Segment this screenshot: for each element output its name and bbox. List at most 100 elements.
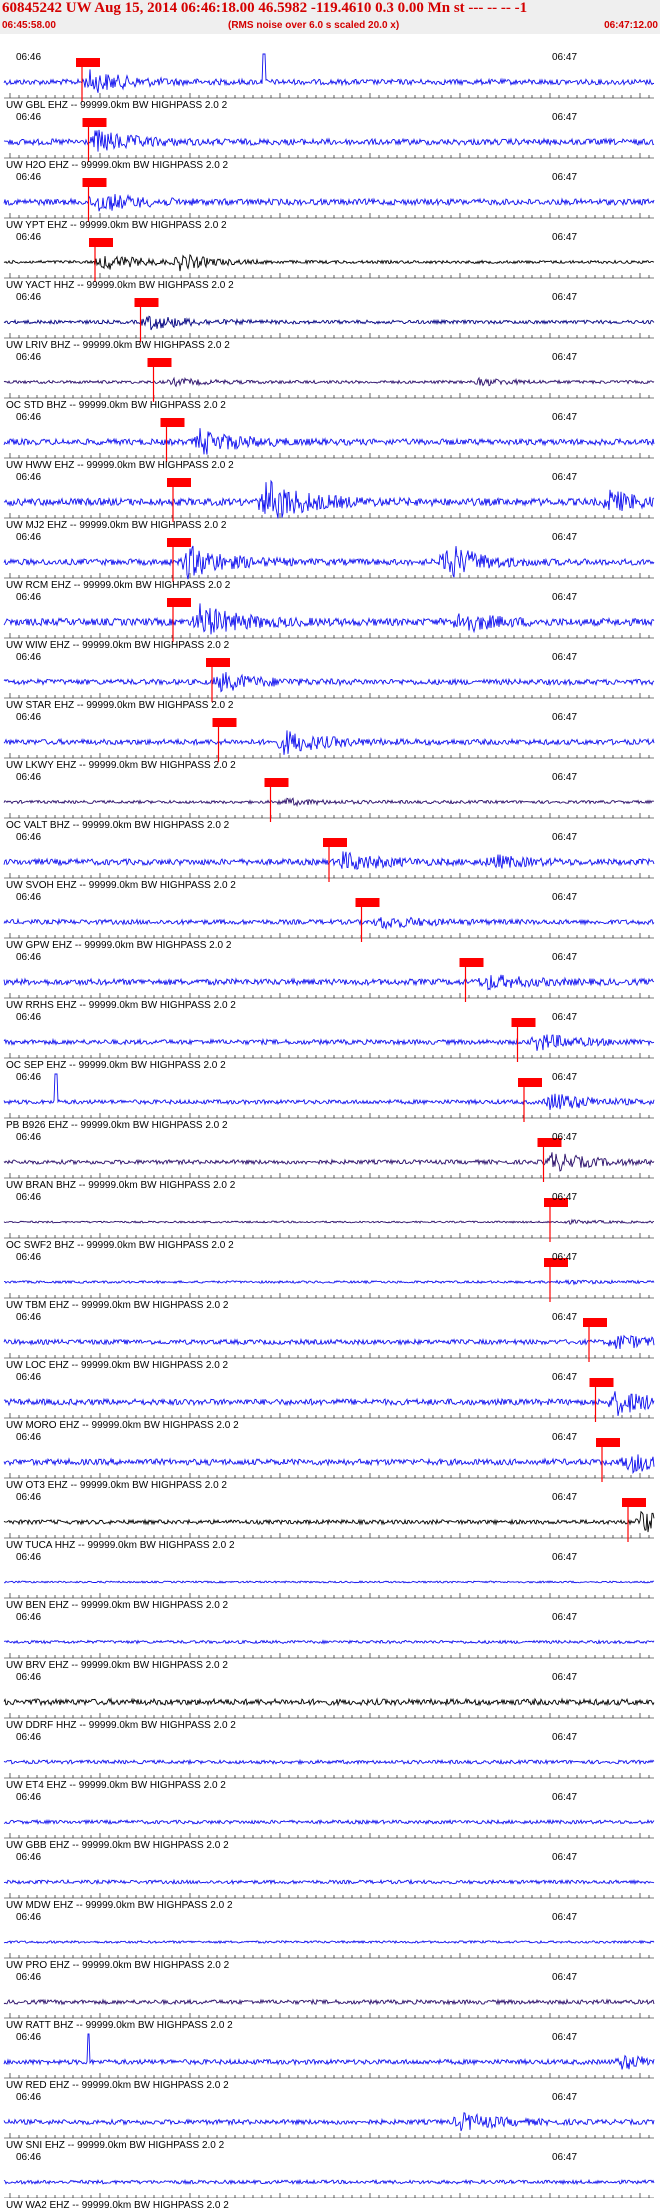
minute-label: 06:46	[16, 1912, 42, 1923]
minute-label: 06:47	[552, 1732, 578, 1743]
minute-label: 06:47	[552, 1312, 578, 1323]
minute-label: 06:46	[16, 1312, 42, 1323]
waveform-trace	[3, 1334, 655, 1350]
station-label: OC VALT BHZ -- 99999.0km BW HIGHPASS 2.0…	[6, 820, 230, 831]
minute-label: 06:47	[552, 292, 578, 303]
minute-label: 06:46	[16, 112, 42, 123]
waveform-trace	[3, 1454, 655, 1474]
station-label: UW HWW EHZ -- 99999.0km BW HIGHPASS 2.0 …	[6, 460, 234, 471]
station-label: UW BRAN BHZ -- 99999.0km BW HIGHPASS 2.0…	[6, 1180, 236, 1191]
waveform-trace	[3, 428, 655, 455]
minute-label: 06:46	[16, 1852, 42, 1863]
phase-pick-flag	[89, 238, 113, 247]
minute-label: 06:46	[16, 1672, 42, 1683]
minute-label: 06:47	[552, 1972, 578, 1983]
minute-label: 06:47	[552, 1552, 578, 1563]
minute-label: 06:47	[552, 712, 578, 723]
phase-pick-flag	[544, 1198, 568, 1207]
waveform-trace	[3, 545, 655, 580]
station-label: UW YPT EHZ -- 99999.0km BW HIGHPASS 2.0 …	[6, 220, 227, 231]
minute-label: 06:46	[16, 412, 42, 423]
seismogram-panel: 06:46 06:47 UW GBL EHZ -- 99999.0km BW HIG…	[0, 34, 660, 2211]
waveform-trace	[3, 193, 655, 212]
waveform-trace	[3, 730, 655, 755]
minute-label: 06:47	[552, 532, 578, 543]
minute-label: 06:46	[16, 1192, 42, 1203]
phase-pick-flag	[76, 58, 100, 67]
minute-label: 06:46	[16, 472, 42, 483]
phase-pick-flag	[518, 1078, 542, 1087]
minute-label: 06:47	[552, 1852, 578, 1863]
waveform-trace	[3, 672, 655, 693]
phase-pick-flag	[323, 838, 347, 847]
minute-label: 06:46	[16, 832, 42, 843]
minute-label: 06:46	[16, 892, 42, 903]
station-label: UW MORO EHZ -- 99999.0km BW HIGHPASS 2.0…	[6, 1420, 239, 1431]
minute-label: 06:47	[552, 1432, 578, 1443]
waveform-trace	[3, 1510, 655, 1533]
station-label: UW PRO EHZ -- 99999.0km BW HIGHPASS 2.0 …	[6, 1960, 230, 1971]
station-label: UW MDW EHZ -- 99999.0km BW HIGHPASS 2.0 …	[6, 1900, 233, 1911]
waveform-trace	[3, 479, 655, 519]
minute-label: 06:46	[16, 352, 42, 363]
waveform-trace	[3, 1998, 655, 2006]
phase-pick-flag	[355, 898, 380, 907]
waveform-trace	[3, 2112, 655, 2132]
minute-label: 06:46	[16, 1072, 42, 1083]
waveform-trace	[3, 797, 655, 808]
waveform-trace	[3, 1697, 655, 1707]
minute-label: 06:47	[552, 2032, 578, 2043]
phase-pick-flag	[82, 118, 107, 127]
station-label: UW GBL EHZ -- 99999.0km BW HIGHPASS 2.0 …	[6, 100, 228, 111]
phase-pick-flag	[167, 478, 191, 487]
minute-label: 06:47	[552, 232, 578, 243]
station-label: UW RRHS EHZ -- 99999.0km BW HIGHPASS 2.0…	[6, 1000, 236, 1011]
waveform-trace	[3, 1391, 655, 1416]
waveform-trace	[3, 1758, 655, 1766]
station-label: UW LOC EHZ -- 99999.0km BW HIGHPASS 2.0 …	[6, 1360, 229, 1371]
minute-label: 06:47	[552, 2092, 578, 2103]
minute-label: 06:46	[16, 1372, 42, 1383]
phase-pick-flag	[537, 1138, 562, 1147]
minute-label: 06:46	[16, 2032, 42, 2043]
phase-pick-flag	[160, 418, 185, 427]
phase-pick-flag	[134, 298, 159, 307]
phase-pick-flag	[544, 1258, 568, 1267]
minute-label: 06:46	[16, 1732, 42, 1743]
station-label: UW ET4 EHZ -- 99999.0km BW HIGHPASS 2.0 …	[6, 1780, 226, 1791]
waveform-trace	[3, 2178, 655, 2186]
waveform-trace	[3, 1073, 655, 1110]
minute-label: 06:47	[552, 1672, 578, 1683]
minute-label: 06:46	[16, 952, 42, 963]
minute-label: 06:47	[552, 2152, 578, 2163]
seismogram-plot	[3, 53, 655, 2198]
station-label: UW YACT HHZ -- 99999.0km BW HIGHPASS 2.0…	[6, 280, 234, 291]
minute-label: 06:47	[552, 772, 578, 783]
minute-label: 06:46	[16, 172, 42, 183]
minute-label: 06:47	[552, 1912, 578, 1923]
minute-label: 06:46	[16, 2152, 42, 2163]
minute-label: 06:46	[16, 1972, 42, 1983]
station-label: UW WIW EHZ -- 99999.0km BW HIGHPASS 2.0 …	[6, 640, 230, 651]
station-label: OC SEP EHZ -- 99999.0km BW HIGHPASS 2.0 …	[6, 1060, 226, 1071]
waveform-trace	[3, 315, 655, 331]
waveform-trace	[3, 253, 655, 272]
phase-pick-flag	[167, 598, 191, 607]
minute-label: 06:46	[16, 1552, 42, 1563]
minute-label: 06:47	[552, 1792, 578, 1803]
minute-label: 06:46	[16, 52, 42, 63]
minute-label: 06:47	[552, 352, 578, 363]
phase-pick-flag	[596, 1438, 620, 1447]
minute-label: 06:47	[552, 1492, 578, 1503]
header-bar: 60845242 UW Aug 15, 2014 06:46:18.00 46.…	[0, 0, 660, 34]
station-label: UW H2O EHZ -- 99999.0km BW HIGHPASS 2.0 …	[6, 160, 229, 171]
minute-label: 06:46	[16, 712, 42, 723]
minute-label: 06:46	[16, 292, 42, 303]
station-label: UW RED EHZ -- 99999.0km BW HIGHPASS 2.0 …	[6, 2080, 229, 2091]
waveform-trace	[3, 1152, 655, 1172]
minute-label: 06:47	[552, 52, 578, 63]
station-label: UW TBM EHZ -- 99999.0km BW HIGHPASS 2.0 …	[6, 1300, 229, 1311]
minute-label: 06:47	[552, 1252, 578, 1263]
waveform-trace	[3, 1639, 655, 1645]
phase-pick-flag	[511, 1018, 536, 1027]
